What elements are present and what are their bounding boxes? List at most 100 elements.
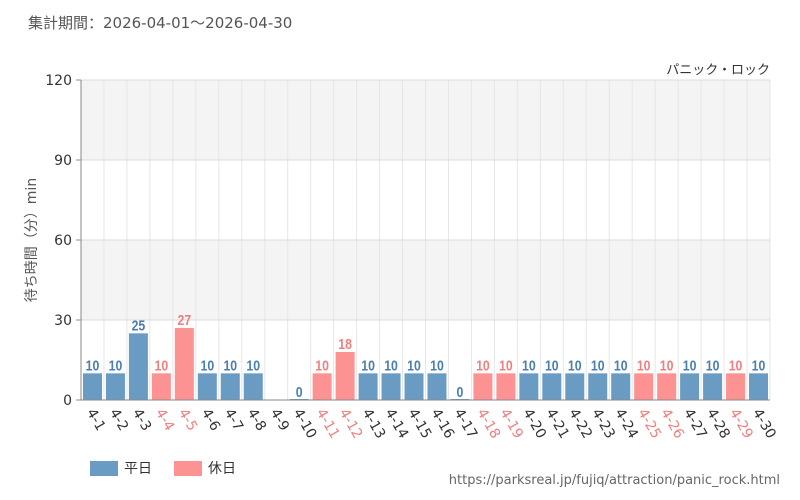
bar-4-24	[611, 373, 631, 400]
x-tick-label-4-12: 4-12	[336, 406, 366, 442]
bar-4-27	[680, 373, 700, 400]
x-tick-label-4-26: 4-26	[657, 406, 687, 442]
x-tick-label-4-16: 4-16	[428, 406, 458, 442]
x-tick-label-4-2: 4-2	[106, 406, 131, 434]
y-tick-label: 60	[54, 233, 72, 249]
bar-4-2	[105, 373, 125, 400]
bar-4-12	[335, 352, 355, 400]
legend-swatch-weekday	[90, 460, 118, 476]
x-tick-label-4-8: 4-8	[244, 406, 269, 434]
value-label-4-16: 10	[430, 357, 444, 373]
bar-4-21	[542, 373, 562, 400]
x-tick-label-4-25: 4-25	[634, 406, 664, 442]
bar-4-5	[174, 328, 194, 400]
value-label-4-17: 0	[457, 384, 464, 400]
value-label-4-20: 10	[522, 357, 536, 373]
value-label-4-19: 10	[499, 357, 513, 373]
bar-4-15	[404, 373, 424, 400]
bars	[82, 328, 769, 400]
x-tick-label-4-22: 4-22	[565, 406, 595, 442]
bar-4-3	[128, 333, 148, 400]
x-tick-label-4-4: 4-4	[152, 406, 177, 434]
bar-4-1	[82, 373, 102, 400]
bar-4-14	[381, 373, 401, 400]
bar-4-26	[657, 373, 677, 400]
value-label-4-3: 25	[132, 317, 146, 333]
x-tick-label-4-3: 4-3	[129, 406, 154, 434]
value-label-4-11: 10	[315, 357, 329, 373]
legend: 平日 休日	[90, 458, 258, 478]
legend-label-weekday: 平日	[124, 461, 152, 477]
value-label-4-23: 10	[591, 357, 605, 373]
bar-4-11	[312, 373, 332, 400]
x-tick-label-4-14: 4-14	[382, 406, 412, 442]
period-text: 集計期間：2026-04-01～2026-04-30	[28, 14, 293, 32]
y-tick-label: 90	[54, 153, 72, 169]
bar-4-6	[197, 373, 217, 400]
value-label-4-2: 10	[109, 357, 123, 373]
value-label-4-5: 27	[178, 312, 192, 328]
x-tick-label-4-30: 4-30	[749, 406, 779, 442]
bar-4-18	[473, 373, 493, 400]
value-label-4-27: 10	[683, 357, 697, 373]
value-label-4-7: 10	[223, 357, 237, 373]
value-label-4-22: 10	[568, 357, 582, 373]
x-tick-label-4-29: 4-29	[726, 406, 756, 442]
y-tick-labels: 0 30 60 90 120	[45, 73, 72, 409]
value-label-4-1: 10	[86, 357, 100, 373]
value-label-4-29: 10	[729, 357, 743, 373]
x-tick-label-4-10: 4-10	[290, 406, 320, 442]
x-tick-label-4-21: 4-21	[542, 406, 572, 442]
x-tick-label-4-18: 4-18	[473, 406, 503, 442]
legend-swatch-holiday	[174, 460, 202, 476]
bar-4-29	[726, 373, 746, 400]
bar-4-28	[703, 373, 723, 400]
value-label-4-6: 10	[200, 357, 214, 373]
axes	[76, 79, 770, 401]
y-tick-label: 30	[54, 313, 72, 329]
bar-4-23	[588, 373, 608, 400]
bar-4-22	[565, 373, 585, 400]
x-tick-labels: 4-14-24-34-44-54-64-74-84-94-104-114-124…	[83, 406, 779, 442]
bar-4-16	[427, 373, 447, 400]
value-label-4-24: 10	[614, 357, 628, 373]
y-tick-label: 120	[45, 73, 72, 89]
x-tick-label-4-20: 4-20	[519, 406, 549, 442]
value-label-4-12: 18	[338, 336, 352, 352]
x-tick-label-4-19: 4-19	[496, 406, 526, 442]
bar-4-7	[220, 373, 240, 400]
x-tick-label-4-15: 4-15	[405, 406, 435, 442]
legend-label-holiday: 休日	[208, 461, 236, 477]
value-label-4-8: 10	[246, 357, 260, 373]
value-label-4-4: 10	[155, 357, 169, 373]
x-tick-label-4-6: 4-6	[198, 406, 223, 434]
bar-4-4	[151, 373, 171, 400]
x-tick-label-4-24: 4-24	[611, 406, 641, 442]
bar-4-20	[519, 373, 539, 400]
value-label-4-30: 10	[752, 357, 766, 373]
value-label-4-26: 10	[660, 357, 674, 373]
x-tick-label-4-5: 4-5	[175, 406, 200, 434]
value-label-4-21: 10	[545, 357, 559, 373]
value-label-4-18: 10	[476, 357, 490, 373]
x-tick-label-4-27: 4-27	[680, 406, 710, 442]
bar-4-30	[749, 373, 769, 400]
x-tick-label-4-17: 4-17	[450, 406, 480, 442]
value-label-4-13: 10	[361, 357, 375, 373]
bar-4-13	[358, 373, 378, 400]
value-label-4-28: 10	[706, 357, 720, 373]
bar-4-19	[496, 373, 516, 400]
source-url: https://parksreal.jp/fujiq/attraction/pa…	[448, 473, 780, 488]
bar-4-8	[243, 373, 263, 400]
value-label-4-25: 10	[637, 357, 651, 373]
value-labels: 10 10 25 10 27 10 10 10 0 10 18 10 10 10 10 0 10 10 10 10 10…	[86, 312, 766, 400]
series-name: パニック・ロック	[666, 63, 770, 78]
value-label-4-15: 10	[407, 357, 421, 373]
x-tick-label-4-23: 4-23	[588, 406, 618, 442]
value-label-4-14: 10	[384, 357, 398, 373]
x-tick-label-4-7: 4-7	[221, 406, 246, 434]
y-axis-label: 待ち時間（分）min	[24, 178, 40, 302]
y-tick-label: 0	[63, 393, 72, 409]
bar-4-25	[634, 373, 654, 400]
